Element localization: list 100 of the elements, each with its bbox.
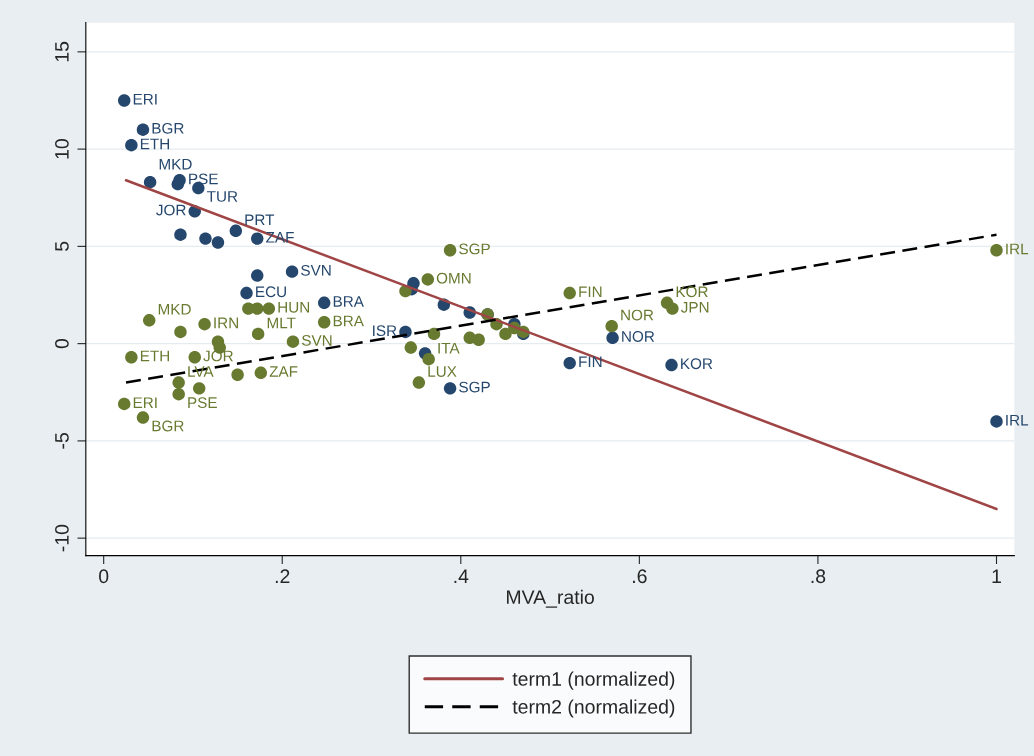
point [172,376,185,389]
point [211,236,225,249]
y-tick-label: 15 [55,41,69,62]
x-tick-label: 0 [99,569,109,584]
annotation: MKD [158,304,191,315]
point [285,265,299,278]
point [174,325,187,339]
annotation: KOR [676,286,708,298]
point [286,335,300,348]
point [666,302,679,315]
point [606,331,619,345]
point [251,232,264,245]
y-tick-label: -10 [55,524,69,552]
annotation: PSE [189,173,218,185]
annotation: NOR [621,309,654,321]
annotation: FIN [579,286,602,298]
annotation: IRN [214,317,238,329]
y-tick-label: 0 [55,338,69,349]
point [125,351,138,364]
point [605,319,618,333]
point [231,368,244,381]
annotation: OMN [436,272,471,284]
point [136,123,150,136]
point [172,388,185,401]
x-axis-title: MVA_ratio [507,589,594,608]
point [422,352,435,366]
annotation: IRL [1006,414,1029,426]
point [118,94,131,107]
annotation: BGR [152,122,184,134]
y-tick-label: -5 [55,433,69,449]
annotation: ERI [133,397,157,408]
point [143,175,157,189]
point [118,397,131,411]
point [254,366,268,380]
point [443,382,457,395]
annotation: ERI [133,93,157,105]
point [665,358,678,372]
x-tick-label: .6 [633,569,647,584]
point [188,351,201,364]
annotation: NOR [622,331,655,342]
point [421,273,434,286]
x-tick-label: .4 [454,569,469,583]
annotation: SGP [459,243,490,255]
annotation: SVN [301,334,332,346]
point [563,286,576,300]
point [198,317,211,331]
annotation: BRA [333,315,364,327]
point [251,269,264,282]
annotation: ZAF [269,366,298,377]
legend-label: term2 (normalized) [512,699,675,718]
annotation: KOR [681,358,713,370]
annotation: PSE [188,397,217,409]
annotation: IRL [1006,243,1029,255]
annotation: SGP [459,381,490,393]
annotation: ETH [140,138,169,150]
point [404,341,418,354]
point [262,302,276,315]
annotation: ETH [140,350,169,362]
y-tick-label: 5 [55,241,69,251]
annotation: ISR [373,325,397,337]
point [136,411,150,424]
annotation: ECU [256,286,286,298]
annotation: BGR [152,420,184,432]
point [251,302,264,315]
x-tick-label: 1 [992,569,1001,583]
annotation: TUR [206,191,238,202]
annotation: BRA [333,296,364,307]
annotation: JPN [680,302,709,313]
point [229,224,243,238]
point [990,244,1003,257]
point [563,356,576,370]
x-tick-label: .8 [811,569,826,584]
y-tick-label: 10 [55,139,69,159]
annotation: PRT [245,214,275,226]
annotation: SVN [301,264,331,276]
point [317,316,331,329]
point [251,327,265,341]
point [443,244,457,257]
point [412,376,426,389]
annotation: HUN [278,302,310,313]
point [990,415,1003,428]
annotation: ITA [438,342,460,354]
point [125,139,138,152]
legend-label: term1 (normalized) [512,671,675,690]
point [427,327,441,341]
annotation: FIN [579,356,602,368]
point [171,177,184,191]
annotation: LUX [428,366,457,377]
point [143,314,156,327]
point [317,296,331,309]
x-tick-label: .2 [275,569,290,583]
point [499,327,512,341]
point [240,286,253,300]
point [472,333,485,346]
annotation: MLT [267,317,296,329]
point [174,228,187,241]
point [199,232,212,245]
annotation: JOR [156,204,186,216]
annotation: MKD [159,158,192,170]
point [193,382,206,395]
